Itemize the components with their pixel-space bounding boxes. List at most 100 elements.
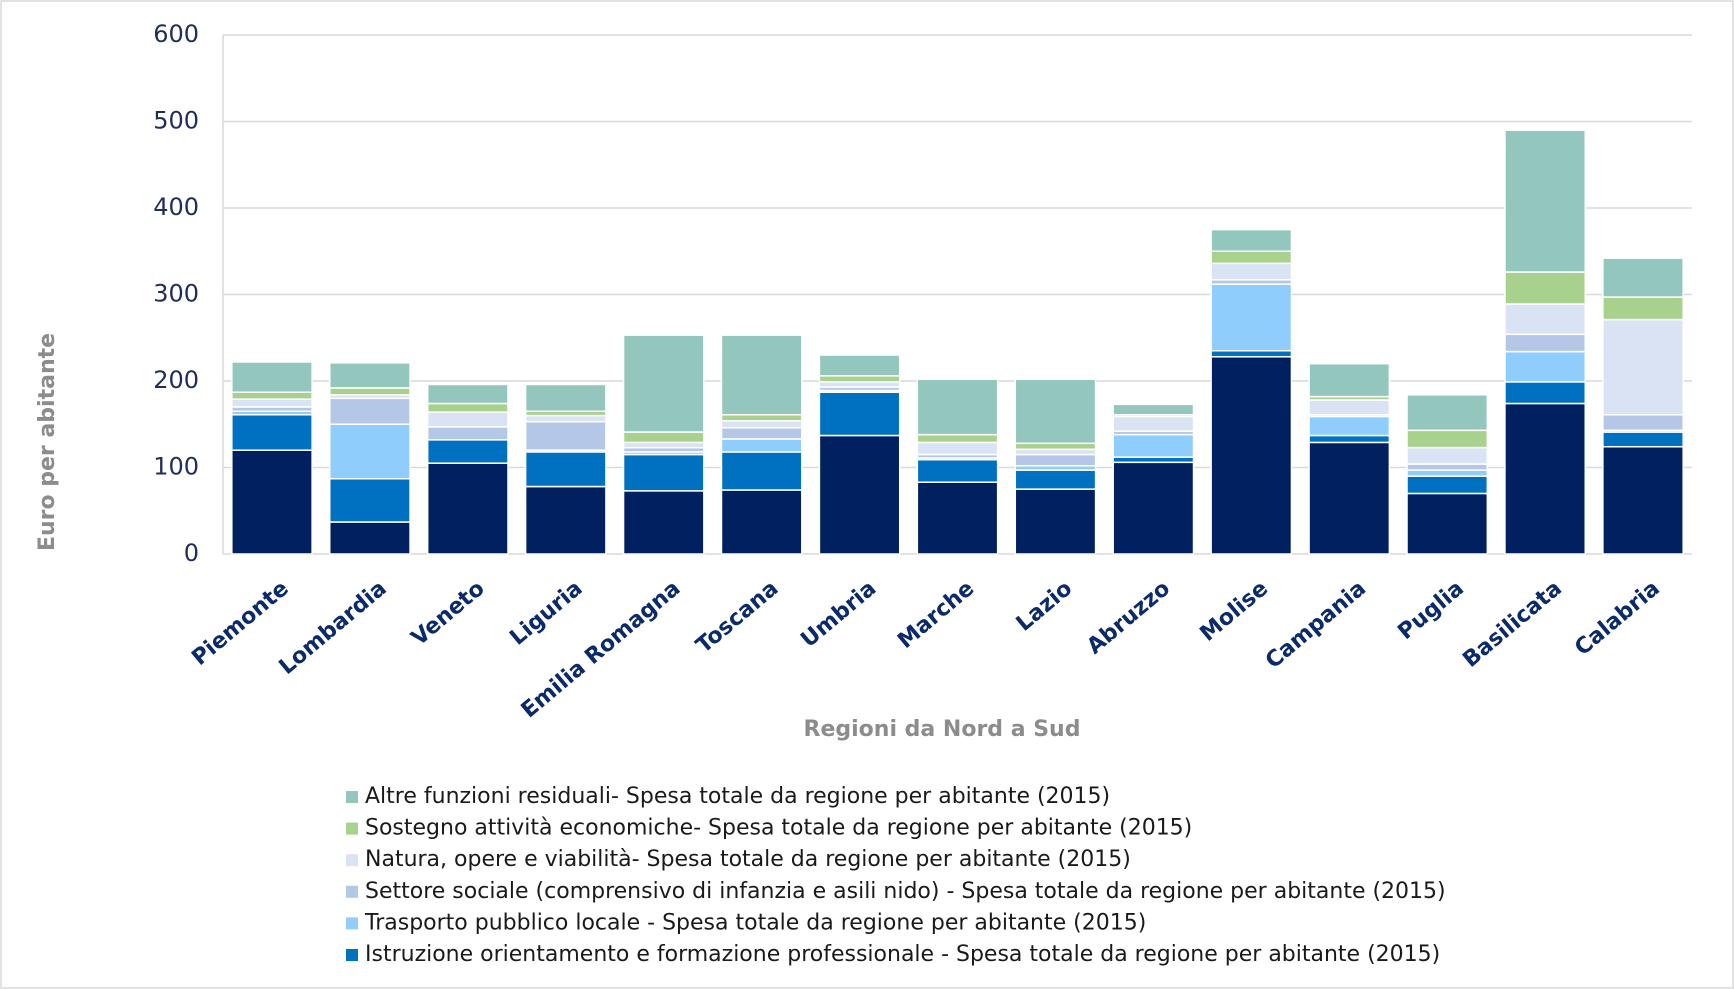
legend-swatch: [346, 949, 358, 961]
legend-label: Altre funzioni residuali- Spesa totale d…: [365, 784, 1110, 809]
bar-segment: [818, 391, 901, 437]
bar-segment: [1602, 296, 1684, 321]
bar-segment: [1308, 441, 1391, 555]
bar-segment: [818, 375, 901, 383]
bar-segment: [1014, 469, 1097, 490]
bar-segment: [1504, 303, 1587, 336]
legend-swatch: [346, 791, 358, 803]
bar-segment: [818, 381, 901, 388]
bar-segment: [1014, 442, 1097, 451]
bar-segment: [1112, 461, 1195, 555]
bar-segment: [622, 490, 705, 555]
bar-segment: [1602, 445, 1684, 555]
x-tick-label: Lazio: [1012, 576, 1077, 637]
x-tick-label: Basilicata: [1458, 576, 1566, 673]
y-tick-label: 400: [153, 193, 199, 221]
x-tick-label: Puglia: [1393, 576, 1468, 645]
bar-segment: [1210, 262, 1293, 281]
legend-label: Sostegno attività economiche- Spesa tota…: [365, 816, 1192, 841]
x-tick-label: Campania: [1261, 576, 1371, 674]
x-tick-label: Piemonte: [187, 576, 293, 671]
y-tick-label: 300: [153, 280, 199, 308]
bar-segment: [328, 362, 411, 389]
bar-segment: [1504, 402, 1587, 555]
bar-segment: [720, 334, 803, 416]
bar-segment: [1602, 431, 1684, 448]
bar-segment: [1504, 333, 1587, 353]
bar-segment: [1014, 453, 1097, 467]
bar-segment: [426, 439, 509, 464]
y-tick-label: 0: [184, 539, 199, 567]
legend-label: Istruzione orientamento e formazione pro…: [365, 942, 1440, 967]
bar-segment: [328, 477, 411, 523]
bar-segment: [1210, 349, 1293, 358]
bar-segment: [328, 521, 411, 555]
bar-segment: [1308, 434, 1391, 444]
bar-segment: [720, 420, 803, 429]
x-tick-label: Lombardia: [275, 576, 392, 680]
bar-segment: [1504, 350, 1587, 383]
bar-segment: [818, 434, 901, 555]
x-tick-label: Molise: [1196, 576, 1273, 647]
y-tick-label: 500: [153, 107, 199, 135]
bar-segment: [328, 397, 411, 425]
y-tick-label: 100: [153, 453, 199, 481]
x-tick-label: Toscana: [692, 576, 784, 659]
bar-segment: [1112, 415, 1195, 432]
legend-swatch: [346, 917, 358, 930]
bar-segment: [524, 485, 607, 555]
y-tick-label: 200: [153, 366, 199, 394]
bar-segment: [720, 426, 803, 440]
bar-segment: [1602, 413, 1684, 432]
bar-segment: [426, 426, 509, 441]
bar-segment: [231, 449, 313, 555]
bar-segment: [1406, 475, 1489, 495]
x-tick-label: Marche: [893, 576, 979, 654]
bar-segment: [1308, 362, 1391, 398]
bar-segment: [1504, 381, 1587, 405]
bar-segment: [916, 441, 999, 456]
bar-segment: [1504, 129, 1587, 273]
x-axis-title: Regioni da Nord a Sud: [804, 717, 1081, 742]
bar-segment: [1014, 488, 1097, 555]
bar-segment: [1210, 228, 1293, 252]
bar-segment: [1406, 446, 1489, 465]
bar-segment: [1406, 492, 1489, 555]
bar-segment: [1602, 257, 1684, 298]
bar-segment: [426, 402, 509, 413]
bar-segment: [916, 458, 999, 483]
x-tick-label: Umbria: [796, 576, 881, 653]
bar-segment: [1504, 271, 1587, 305]
bar-segment: [916, 481, 999, 555]
bar-segment: [818, 354, 901, 377]
bar-segment: [622, 431, 705, 444]
bar-segment: [231, 413, 313, 451]
bar-segment: [1406, 429, 1489, 449]
bar-segment: [1406, 469, 1489, 477]
legend-label: Natura, opere e viabilità- Spesa totale …: [365, 847, 1131, 872]
bar-segment: [1014, 378, 1097, 445]
bar-segment: [231, 391, 313, 400]
x-tick-label: Veneto: [407, 576, 490, 651]
bar-segment: [1406, 463, 1489, 471]
bar-segment: [720, 413, 803, 422]
bar-segment: [426, 462, 509, 555]
bar-segment: [1112, 456, 1195, 464]
x-tick-label: Abruzzo: [1082, 576, 1175, 659]
bar-segment: [622, 334, 705, 433]
bar-segment: [1210, 283, 1293, 352]
bar-segment: [426, 411, 509, 428]
bar-segment: [231, 361, 313, 393]
bar-segment: [1210, 356, 1293, 555]
y-tick-label: 600: [153, 20, 199, 48]
bar-segment: [231, 398, 313, 408]
bar-segment: [1308, 415, 1391, 437]
bar-segment: [1112, 433, 1195, 458]
x-tick-label: Liguria: [505, 576, 587, 651]
legend-label: Trasporto pubblico locale - Spesa totale…: [364, 910, 1146, 935]
bar-segment: [328, 423, 411, 480]
x-tick-label: Emilia Romagna: [517, 576, 686, 723]
bar-segment: [1308, 399, 1391, 416]
